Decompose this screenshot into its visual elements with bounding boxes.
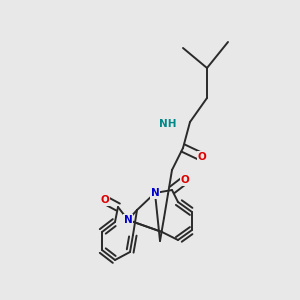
Text: N: N (151, 188, 159, 198)
Text: O: O (198, 152, 206, 162)
Text: O: O (181, 175, 189, 185)
Text: O: O (100, 195, 109, 205)
Text: N: N (124, 215, 132, 225)
Text: NH: NH (159, 119, 177, 129)
